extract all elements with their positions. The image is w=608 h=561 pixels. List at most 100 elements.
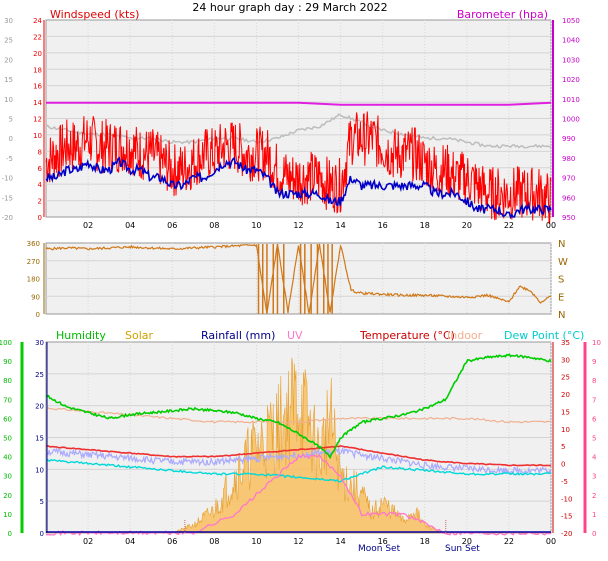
temperature-tick: -20 (561, 530, 572, 538)
x-tick-label: 12 (293, 221, 303, 230)
x-tick-label: 04 (125, 221, 135, 230)
right-baro-tick: 1030 (562, 56, 580, 64)
uv-tick: 9 (592, 358, 596, 366)
left-gray-tick: 10 (4, 96, 13, 104)
x-tick-label: 16 (378, 221, 388, 230)
direction-left-tick: 0 (36, 311, 40, 319)
barometer-axis-label: Barometer (hpa) (457, 8, 548, 21)
right-baro-tick: 950 (562, 214, 575, 222)
left-wind-tick: 8 (38, 148, 42, 156)
apparent-temperature-line (45, 446, 552, 476)
x-tick-label: 20 (462, 221, 472, 230)
panel3-axes: 02 04 06 08 10 12 14 16 18 20 22 001009080706050403… (0, 339, 601, 546)
uv-tick: 8 (592, 377, 596, 385)
left-gray-tick: 30 (4, 17, 13, 25)
indoor-legend-label: Indoor (447, 329, 483, 342)
humidity-tick: 60 (3, 415, 12, 423)
dew-point-legend-label: Dew Point (°C) (504, 329, 584, 342)
right-baro-tick: 990 (562, 135, 575, 143)
left-wind-tick: 24 (33, 17, 42, 25)
temperature-tick: 5 (561, 443, 565, 451)
direction-left-tick: 90 (31, 293, 40, 301)
panel2-series (45, 243, 552, 314)
right-baro-tick: 970 (562, 175, 575, 183)
rainfall-tick: 5 (40, 498, 44, 506)
right-baro-tick: 960 (562, 194, 575, 202)
x-tick-label: 08 (209, 537, 219, 546)
x-tick-label: 02 (83, 221, 93, 230)
left-gray-tick: -10 (2, 175, 13, 183)
x-tick-label: 10 (251, 537, 261, 546)
temperature-tick: 10 (561, 426, 570, 434)
uv-tick: 3 (592, 473, 596, 481)
temperature-line (45, 445, 552, 467)
humidity-tick: 50 (3, 435, 12, 443)
humidity-tick: 100 (0, 339, 12, 347)
x-tick-label: 22 (504, 221, 514, 230)
left-gray-tick: -5 (6, 155, 13, 163)
panel1-axes: 02 04 06 08 10 12 14 16 18 20 22 00302520151050-5-1… (2, 17, 580, 230)
x-tick-label: 22 (504, 537, 514, 546)
uv-tick: 5 (592, 435, 596, 443)
humidity-legend-label: Humidity (56, 329, 106, 342)
temperature-legend-label: Temperature (°C) (359, 329, 455, 342)
left-wind-tick: 6 (38, 165, 43, 173)
windspeed-line (45, 111, 552, 224)
left-gray-tick: -20 (2, 214, 13, 222)
left-gray-tick: -15 (2, 194, 13, 202)
barometer-line (46, 101, 552, 106)
panel1-series (45, 101, 552, 224)
temperature-tick: 25 (561, 374, 570, 382)
x-tick-label: 04 (125, 537, 135, 546)
direction-left-tick: 180 (27, 276, 40, 284)
left-gray-tick: 0 (9, 135, 13, 143)
direction-right-tick: N (558, 310, 565, 321)
x-tick-label: 00 (546, 221, 556, 230)
uv-legend-label: UV (287, 329, 303, 342)
uv-tick: 0 (592, 530, 596, 538)
x-tick-label: 02 (83, 537, 93, 546)
x-tick-label: 00 (546, 537, 556, 546)
rainfall-tick: 30 (35, 339, 44, 347)
x-tick-label: 06 (167, 221, 177, 230)
direction-left-tick: 360 (27, 240, 40, 248)
wind-direction-line (45, 243, 552, 314)
left-gray-tick: 20 (4, 56, 13, 64)
temperature-tick: 20 (561, 391, 570, 399)
left-wind-tick: 0 (38, 214, 42, 222)
windspeed-low-line (45, 156, 552, 220)
gray-trace-line (45, 113, 552, 149)
right-baro-tick: 1020 (562, 76, 580, 84)
humidity-tick: 10 (3, 511, 12, 519)
uv-tick: 1 (592, 511, 596, 519)
chart-title: 24 hour graph day : 29 March 2022 (192, 1, 387, 14)
rainfall-tick: 25 (35, 371, 44, 379)
temperature-tick: 15 (561, 408, 570, 416)
temperature-tick: -15 (561, 513, 572, 521)
x-tick-label: 18 (420, 221, 430, 230)
rainfall-tick: 0 (40, 530, 44, 538)
humidity-tick: 90 (3, 358, 12, 366)
x-tick-label: 16 (378, 537, 388, 546)
temperature-tick: -5 (561, 478, 568, 486)
humidity-tick: 40 (3, 454, 12, 462)
rainfall-tick: 20 (35, 403, 44, 411)
left-gray-tick: 5 (9, 116, 13, 124)
rainfall-tick: 15 (35, 435, 44, 443)
temperature-tick: 30 (561, 356, 570, 364)
sun-set-label: Sun Set (445, 544, 480, 554)
uv-tick: 4 (592, 454, 597, 462)
left-gray-tick: 25 (4, 37, 13, 45)
uv-tick: 6 (592, 415, 597, 423)
left-wind-tick: 18 (33, 66, 42, 74)
rainfall-legend-label: Rainfall (mm) (201, 329, 275, 342)
left-wind-tick: 16 (33, 83, 42, 91)
humidity-tick: 80 (3, 377, 12, 385)
x-tick-label: 10 (251, 221, 261, 230)
left-wind-tick: 10 (33, 132, 42, 140)
panel3-series (45, 353, 552, 536)
humidity-tick: 20 (3, 492, 12, 500)
